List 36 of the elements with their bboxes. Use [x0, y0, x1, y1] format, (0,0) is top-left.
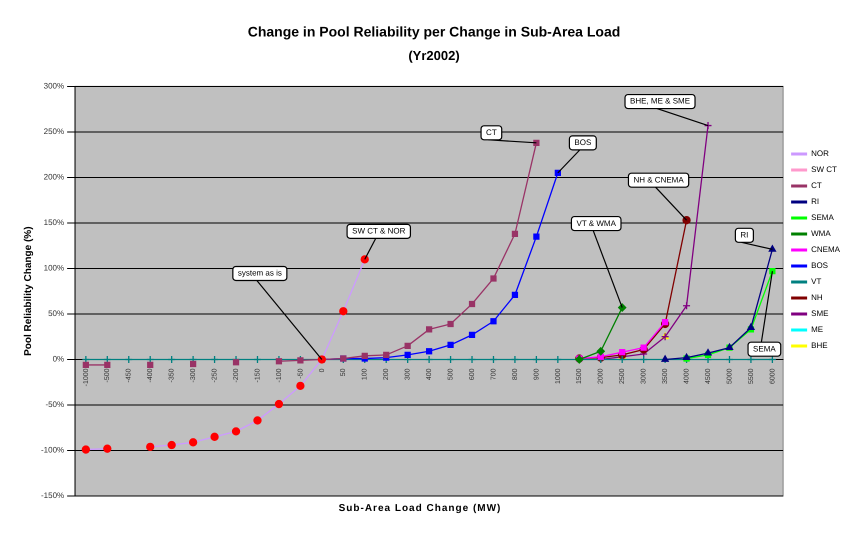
- annotation: CT: [486, 128, 497, 138]
- legend-label: WMA: [811, 229, 832, 238]
- legend-label: SEMA: [811, 213, 834, 222]
- legend-label: CNEMA: [811, 245, 841, 254]
- y-tick-label: -150%: [41, 491, 64, 500]
- legend-label: BHE: [811, 341, 828, 350]
- y-tick-label: -50%: [45, 400, 64, 410]
- legend-label: SW CT: [811, 165, 837, 174]
- annotation: NH & CNEMA: [633, 175, 684, 184]
- annotation: BOS: [574, 138, 592, 148]
- annotation: RI: [740, 230, 748, 240]
- legend-label: VT: [811, 277, 822, 286]
- y-tick-label: -100%: [41, 446, 64, 455]
- legend-label: NH: [811, 293, 823, 302]
- y-tick-label: 300%: [44, 82, 64, 91]
- y-tick-label: 0%: [52, 354, 64, 364]
- x-axis-title: Sub-Area Load Change (MW): [338, 503, 502, 514]
- y-tick-label: 50%: [48, 309, 64, 318]
- y-axis-title: Pool Reliability Change (%): [22, 226, 34, 356]
- y-tick-label: 100%: [44, 264, 64, 273]
- annotation: SEMA: [753, 344, 776, 354]
- chart-subtitle: (Yr2002): [408, 48, 460, 64]
- annotation: system as is: [238, 268, 282, 278]
- legend-label: CT: [811, 181, 822, 190]
- y-tick-label: 250%: [44, 127, 64, 136]
- legend-label: NOR: [811, 149, 830, 158]
- legend-label: ME: [811, 325, 824, 334]
- annotation: SW CT & NOR: [352, 226, 406, 236]
- legend-label: RI: [811, 197, 820, 206]
- legend-label: SME: [811, 309, 828, 318]
- annotation: VT & WMA: [576, 218, 617, 228]
- chart-title: Change in Pool Reliability per Change in Sub-Area Load: [248, 23, 620, 40]
- annotation: BHE, ME & SME: [630, 96, 690, 106]
- y-tick-label: 150%: [44, 218, 64, 228]
- legend-label: BOS: [811, 261, 828, 270]
- y-tick-label: 200%: [44, 172, 64, 182]
